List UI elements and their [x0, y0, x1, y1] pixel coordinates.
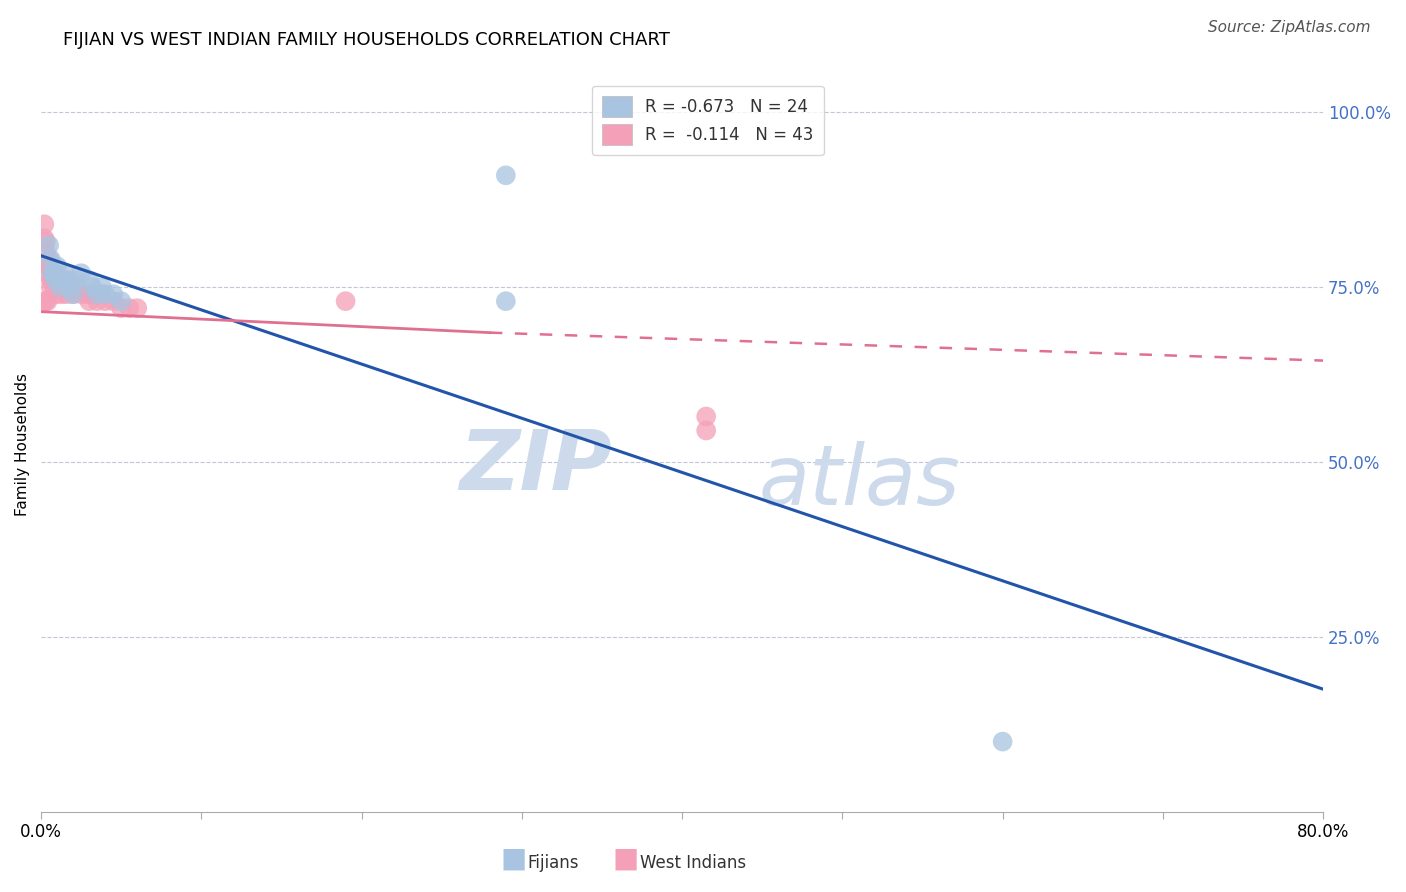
Point	[82, 287, 104, 301]
Text: Source: ZipAtlas.com: Source: ZipAtlas.com	[1208, 20, 1371, 35]
Point	[94, 294, 117, 309]
Point	[103, 294, 125, 309]
Point	[495, 294, 517, 309]
Point	[35, 235, 58, 249]
Point	[991, 734, 1014, 748]
Point	[335, 294, 357, 309]
Point	[70, 287, 93, 301]
Text: ■: ■	[613, 845, 638, 872]
Point	[70, 266, 93, 280]
Point	[51, 273, 73, 287]
Point	[59, 280, 82, 294]
Point	[39, 280, 62, 294]
Point	[110, 294, 132, 309]
Text: FIJIAN VS WEST INDIAN FAMILY HOUSEHOLDS CORRELATION CHART: FIJIAN VS WEST INDIAN FAMILY HOUSEHOLDS …	[63, 31, 671, 49]
Point	[65, 273, 87, 287]
Point	[44, 273, 66, 287]
Point	[59, 273, 82, 287]
Point	[86, 294, 108, 309]
Point	[91, 280, 114, 294]
Text: Fijians: Fijians	[527, 855, 579, 872]
Point	[75, 287, 97, 301]
Point	[39, 273, 62, 287]
Point	[38, 252, 60, 267]
Point	[91, 287, 114, 301]
Text: ZIP: ZIP	[458, 426, 612, 507]
Point	[495, 169, 517, 183]
Point	[41, 273, 63, 287]
Point	[37, 259, 59, 273]
Point	[53, 280, 76, 294]
Point	[39, 252, 62, 267]
Point	[77, 294, 100, 309]
Point	[53, 266, 76, 280]
Text: ■: ■	[501, 845, 526, 872]
Y-axis label: Family Households: Family Households	[15, 373, 30, 516]
Point	[695, 424, 717, 438]
Text: West Indians: West Indians	[640, 855, 745, 872]
Point	[37, 266, 59, 280]
Point	[52, 273, 75, 287]
Point	[42, 266, 65, 280]
Point	[103, 287, 125, 301]
Point	[127, 301, 149, 315]
Point	[49, 280, 72, 294]
Point	[55, 273, 77, 287]
Point	[110, 301, 132, 315]
Point	[37, 294, 59, 309]
Point	[38, 238, 60, 252]
Point	[42, 266, 65, 280]
Point	[49, 280, 72, 294]
Point	[34, 217, 56, 231]
Point	[44, 273, 66, 287]
Point	[35, 245, 58, 260]
Point	[62, 287, 84, 301]
Point	[48, 273, 70, 287]
Point	[46, 287, 69, 301]
Point	[55, 287, 77, 301]
Point	[65, 280, 87, 294]
Point	[695, 409, 717, 424]
Point	[46, 259, 69, 273]
Point	[77, 273, 100, 287]
Point	[34, 231, 56, 245]
Text: atlas: atlas	[759, 441, 960, 522]
Point	[62, 287, 84, 301]
Point	[86, 287, 108, 301]
Point	[42, 280, 65, 294]
Point	[38, 259, 60, 273]
Legend: R = -0.673   N = 24, R =  -0.114   N = 43: R = -0.673 N = 24, R = -0.114 N = 43	[592, 86, 824, 155]
Point	[51, 287, 73, 301]
Point	[41, 266, 63, 280]
Point	[35, 294, 58, 309]
Point	[41, 266, 63, 280]
Point	[82, 280, 104, 294]
Point	[118, 301, 141, 315]
Point	[34, 294, 56, 309]
Point	[94, 287, 117, 301]
Point	[46, 280, 69, 294]
